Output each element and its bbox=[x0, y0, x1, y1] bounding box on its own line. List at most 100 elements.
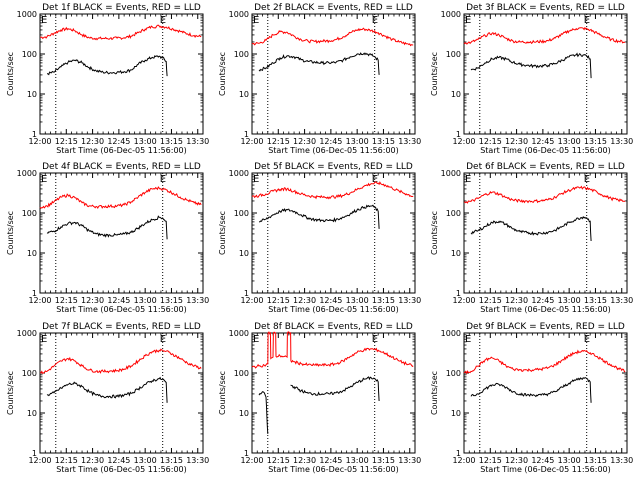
y-tick-label: 1 bbox=[244, 289, 249, 298]
chart-title: Det 4f BLACK = Events, RED = LLD bbox=[42, 162, 201, 172]
x-tick-label: 13:30 bbox=[186, 137, 209, 146]
y-tick-label: 100 bbox=[234, 209, 249, 218]
y-tick-label: 100 bbox=[234, 50, 249, 59]
chart-panel: Det 2f BLACK = Events, RED = LLD 1 10 100 10… bbox=[218, 3, 421, 155]
events-series-line bbox=[46, 215, 168, 240]
plot-frame bbox=[251, 13, 416, 135]
chart-title: Det 8f BLACK = Events, RED = LLD bbox=[254, 322, 413, 332]
y-tick-label: 1000 bbox=[229, 169, 249, 178]
chart-title: Det 1f BLACK = Events, RED = LLD bbox=[42, 3, 201, 13]
corner-mark-right: E bbox=[372, 15, 378, 26]
corner-mark-left: E bbox=[465, 174, 471, 185]
events-series-line bbox=[46, 376, 168, 403]
y-tick-label: 10 bbox=[451, 90, 461, 99]
x-tick-label: 12:30 bbox=[293, 137, 316, 146]
y-tick-label: 10 bbox=[239, 249, 249, 258]
x-axis-label: Start Time (06-Dec-05 11:56:00) bbox=[56, 146, 187, 155]
x-axis-label: Start Time (06-Dec-05 11:56:00) bbox=[480, 305, 611, 314]
x-tick-label: 13:30 bbox=[610, 296, 633, 305]
y-tick-label: 10 bbox=[27, 90, 37, 99]
corner-mark-right: E bbox=[160, 15, 166, 26]
x-tick-label: 12:45 bbox=[531, 296, 554, 305]
plot-frame bbox=[39, 172, 204, 294]
chart-panel: Det 7f BLACK = Events, RED = LLD 1 10 100 10… bbox=[6, 322, 209, 474]
events-series-line bbox=[290, 376, 380, 402]
y-tick-label: 10 bbox=[451, 249, 461, 258]
x-axis-label: Start Time (06-Dec-05 11:56:00) bbox=[268, 305, 399, 314]
x-tick-label: 13:30 bbox=[398, 296, 421, 305]
x-tick-label: 12:15 bbox=[267, 296, 290, 305]
chart-title: Det 7f BLACK = Events, RED = LLD bbox=[42, 322, 201, 332]
x-tick-label: 12:15 bbox=[55, 456, 78, 465]
x-tick-label: 13:15 bbox=[584, 296, 607, 305]
y-tick-label: 1 bbox=[456, 449, 461, 458]
y-tick-label: 100 bbox=[446, 369, 461, 378]
x-tick-label: 13:15 bbox=[160, 456, 183, 465]
x-axis-label: Start Time (06-Dec-05 11:56:00) bbox=[56, 305, 187, 314]
lld-series-line bbox=[463, 349, 626, 375]
x-tick-label: 13:00 bbox=[134, 296, 157, 305]
events-series-line bbox=[470, 52, 592, 79]
y-tick-label: 100 bbox=[22, 369, 37, 378]
y-axis-label: Counts/sec bbox=[430, 211, 439, 255]
y-axis-label: Counts/sec bbox=[6, 211, 15, 255]
x-tick-label: 12:00 bbox=[452, 456, 475, 465]
corner-mark-left: E bbox=[465, 15, 471, 26]
x-tick-label: 12:45 bbox=[107, 296, 130, 305]
chart-panel: Det 6f BLACK = Events, RED = LLD 1 10 100 10… bbox=[430, 162, 633, 314]
events-series-line bbox=[470, 216, 592, 242]
events-series-line bbox=[258, 391, 269, 434]
x-tick-label: 12:15 bbox=[479, 456, 502, 465]
x-tick-label: 12:45 bbox=[319, 456, 342, 465]
y-axis-label: Counts/sec bbox=[430, 52, 439, 96]
events-series-line bbox=[258, 204, 380, 229]
plot-frame bbox=[251, 332, 416, 454]
x-tick-label: 13:30 bbox=[610, 456, 633, 465]
y-axis-label: Counts/sec bbox=[218, 371, 227, 415]
chart-panel: Det 5f BLACK = Events, RED = LLD 1 10 100 10… bbox=[218, 162, 421, 314]
lld-series-line bbox=[463, 185, 626, 204]
y-tick-label: 1000 bbox=[17, 10, 37, 19]
corner-mark-left: E bbox=[41, 334, 47, 345]
x-tick-label: 12:00 bbox=[240, 296, 263, 305]
y-tick-label: 1000 bbox=[441, 329, 461, 338]
x-tick-label: 12:45 bbox=[531, 456, 554, 465]
y-tick-label: 1000 bbox=[441, 169, 461, 178]
lld-series-line bbox=[39, 348, 202, 375]
x-tick-label: 12:15 bbox=[479, 296, 502, 305]
x-tick-label: 12:15 bbox=[267, 456, 290, 465]
x-tick-label: 13:15 bbox=[372, 137, 395, 146]
y-tick-label: 10 bbox=[239, 90, 249, 99]
x-tick-label: 12:30 bbox=[505, 456, 528, 465]
x-tick-label: 13:00 bbox=[558, 137, 581, 146]
x-tick-label: 12:00 bbox=[452, 296, 475, 305]
plot-frame bbox=[39, 332, 204, 454]
corner-mark-left: E bbox=[253, 174, 259, 185]
plot-frame bbox=[463, 332, 628, 454]
lld-series-line bbox=[463, 26, 626, 45]
x-tick-label: 12:15 bbox=[479, 137, 502, 146]
chart-title: Det 6f BLACK = Events, RED = LLD bbox=[466, 162, 625, 172]
chart-panel: Det 4f BLACK = Events, RED = LLD 1 10 100 10… bbox=[6, 162, 209, 314]
x-tick-label: 13:15 bbox=[372, 456, 395, 465]
x-tick-label: 12:15 bbox=[55, 137, 78, 146]
y-tick-label: 10 bbox=[27, 249, 37, 258]
y-tick-label: 1 bbox=[244, 130, 249, 139]
chart-panel: Det 9f BLACK = Events, RED = LLD 1 10 100 10… bbox=[430, 322, 633, 474]
x-tick-label: 13:00 bbox=[346, 296, 369, 305]
x-tick-label: 13:15 bbox=[584, 456, 607, 465]
chart-title: Det 3f BLACK = Events, RED = LLD bbox=[466, 3, 625, 13]
x-tick-label: 13:15 bbox=[160, 296, 183, 305]
corner-mark-right: E bbox=[160, 334, 166, 345]
corner-mark-right: E bbox=[584, 15, 590, 26]
y-tick-label: 100 bbox=[446, 209, 461, 218]
events-series-line bbox=[258, 52, 380, 75]
y-tick-label: 1 bbox=[456, 289, 461, 298]
x-tick-label: 12:00 bbox=[240, 456, 263, 465]
y-tick-label: 10 bbox=[27, 409, 37, 418]
x-tick-label: 12:00 bbox=[240, 137, 263, 146]
x-tick-label: 12:30 bbox=[81, 296, 104, 305]
y-axis-label: Counts/sec bbox=[6, 52, 15, 96]
x-tick-label: 12:00 bbox=[28, 296, 51, 305]
